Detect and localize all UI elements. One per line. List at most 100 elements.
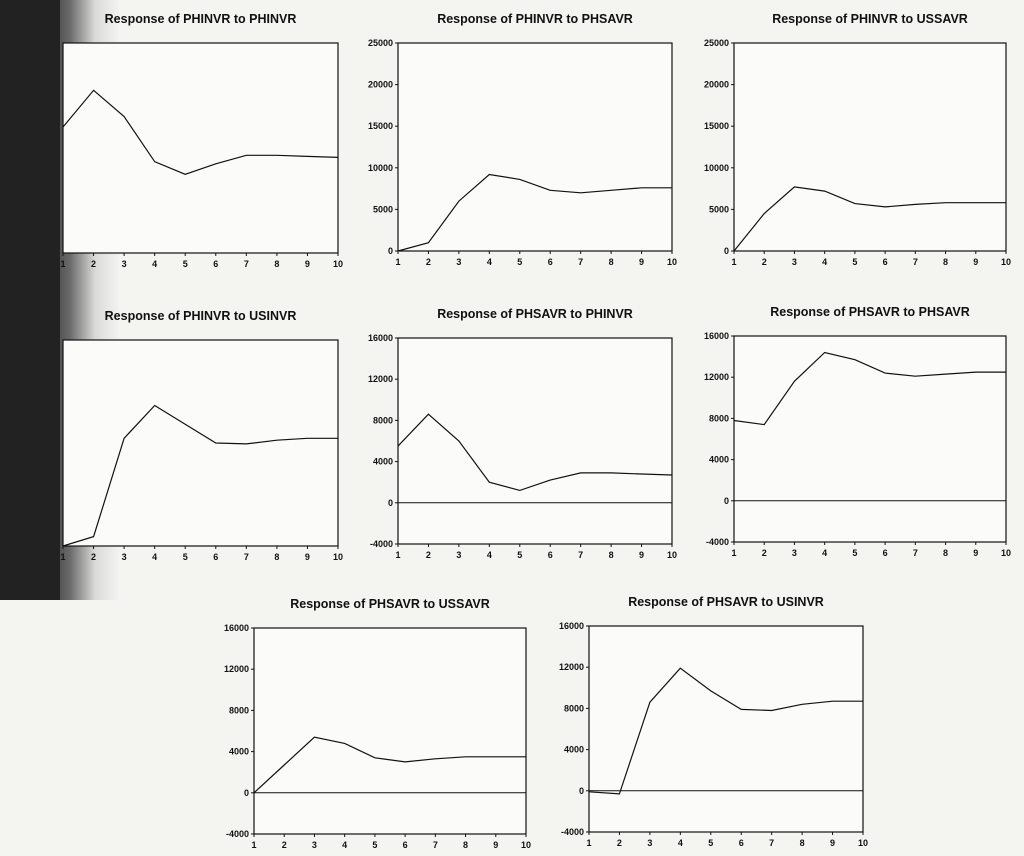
- chart-panel-7: Response of PHSAVR to USSAVR -4000 0 4000 80…: [224, 597, 531, 850]
- x-tick-label: 9: [830, 838, 835, 848]
- x-tick-label: 4: [487, 257, 492, 267]
- x-tick-label: 5: [852, 548, 857, 558]
- chart-panel-8: Response of PHSAVR to USINVR -4000 0 4000 80…: [559, 595, 868, 848]
- x-tick-label: 7: [244, 259, 249, 269]
- y-tick-label: 0: [579, 786, 584, 796]
- x-tick-label: 2: [762, 257, 767, 267]
- x-tick-label: 8: [274, 552, 279, 562]
- x-tick-label: 8: [800, 838, 805, 848]
- x-tick-label: 2: [426, 257, 431, 267]
- x-tick-label: 10: [667, 550, 677, 560]
- x-tick-label: 4: [152, 259, 157, 269]
- y-tick-label: 8000: [229, 705, 249, 715]
- y-tick-label: -4000: [561, 827, 584, 837]
- x-tick-label: 5: [517, 257, 522, 267]
- x-tick-label: 6: [213, 259, 218, 269]
- x-tick-label: 1: [395, 550, 400, 560]
- x-tick-label: 2: [91, 259, 96, 269]
- response-line-1: [397, 173, 672, 252]
- y-tick-label: 12000: [224, 664, 249, 674]
- x-tick-label: 7: [244, 552, 249, 562]
- x-tick-label: 3: [312, 840, 317, 850]
- x-tick-label: 9: [973, 257, 978, 267]
- chart-title: Response of PHINVR to USSAVR: [772, 12, 968, 26]
- x-tick-label: 3: [792, 257, 797, 267]
- y-tick-label: 12000: [368, 374, 393, 384]
- response-line-1: [733, 186, 1006, 252]
- y-tick-label: 8000: [373, 415, 393, 425]
- x-tick-label: 6: [883, 257, 888, 267]
- chart-panel-6: Response of PHSAVR to PHSAVR -4000 0 4000 80…: [704, 305, 1011, 558]
- x-tick-label: 7: [913, 548, 918, 558]
- x-tick-label: 7: [913, 257, 918, 267]
- chart-title: Response of PHINVR to PHINVR: [105, 12, 297, 26]
- plot-frame: [733, 335, 1007, 543]
- x-tick-label: 9: [639, 257, 644, 267]
- x-tick-label: 10: [667, 257, 677, 267]
- x-tick-label: 6: [213, 552, 218, 562]
- chart-title: Response of PHINVR to USINVR: [105, 309, 297, 323]
- x-tick-label: 10: [858, 838, 868, 848]
- x-tick-label: 4: [822, 548, 827, 558]
- x-tick-label: 5: [183, 259, 188, 269]
- y-tick-label: 0: [724, 246, 729, 256]
- x-tick-label: 1: [60, 259, 65, 269]
- plot-frame: [733, 42, 1007, 252]
- plot-frame: [588, 625, 864, 833]
- plot-frame: [253, 627, 527, 835]
- x-tick-label: 4: [342, 840, 347, 850]
- x-tick-label: 6: [739, 838, 744, 848]
- x-tick-label: 4: [678, 838, 683, 848]
- y-tick-label: 8000: [709, 413, 729, 423]
- y-tick-label: -4000: [226, 829, 249, 839]
- x-tick-label: 6: [403, 840, 408, 850]
- x-tick-label: 6: [548, 257, 553, 267]
- chart-title: Response of PHSAVR to PHINVR: [437, 307, 633, 321]
- plot-frame: [397, 42, 673, 252]
- chart-title: Response of PHINVR to PHSAVR: [437, 12, 633, 26]
- x-tick-label: 9: [305, 552, 310, 562]
- x-tick-label: 7: [578, 550, 583, 560]
- chart-panel-4: Response of PHINVR to USINVR 1 2 3 4 5 6 7 8 9 10: [60, 309, 343, 562]
- response-line-1: [588, 667, 863, 795]
- x-tick-label: 7: [769, 838, 774, 848]
- chart-panel-5: Response of PHSAVR to PHINVR -4000 0 4000 80…: [368, 307, 677, 560]
- y-tick-label: 4000: [373, 457, 393, 467]
- x-tick-label: 6: [548, 550, 553, 560]
- plot-frame: [62, 339, 339, 547]
- x-tick-label: 2: [426, 550, 431, 560]
- x-tick-label: 5: [708, 838, 713, 848]
- chart-panel-3: Response of PHINVR to USSAVR050001000015…: [704, 12, 1011, 267]
- x-tick-label: 3: [792, 548, 797, 558]
- response-line-1: [253, 736, 526, 794]
- x-tick-label: 8: [943, 548, 948, 558]
- y-tick-label: 25000: [368, 38, 393, 48]
- y-tick-label: 16000: [368, 333, 393, 343]
- y-tick-label: 4000: [709, 455, 729, 465]
- y-tick-label: 10000: [368, 163, 393, 173]
- y-tick-label: 8000: [564, 703, 584, 713]
- response-line-1: [62, 89, 339, 175]
- x-tick-label: 1: [731, 257, 736, 267]
- x-tick-label: 8: [943, 257, 948, 267]
- y-tick-label: 20000: [368, 80, 393, 90]
- x-tick-label: 5: [372, 840, 377, 850]
- x-tick-label: 1: [395, 257, 400, 267]
- y-tick-label: 16000: [224, 623, 249, 633]
- y-tick-label: 25000: [704, 38, 729, 48]
- x-tick-label: 1: [251, 840, 256, 850]
- y-tick-label: -4000: [706, 537, 729, 547]
- x-tick-label: 1: [731, 548, 736, 558]
- y-tick-label: 5000: [373, 204, 393, 214]
- y-tick-label: -4000: [370, 539, 393, 549]
- x-tick-label: 3: [647, 838, 652, 848]
- y-tick-label: 16000: [704, 331, 729, 341]
- x-tick-label: 10: [521, 840, 531, 850]
- x-tick-label: 9: [639, 550, 644, 560]
- chart-panel-1: Response of PHINVR to PHINVR 1 2 3 4 5 6 7 8 9 10: [60, 12, 343, 269]
- y-tick-label: 12000: [559, 662, 584, 672]
- y-tick-label: 15000: [368, 121, 393, 131]
- x-tick-label: 5: [183, 552, 188, 562]
- x-tick-label: 4: [822, 257, 827, 267]
